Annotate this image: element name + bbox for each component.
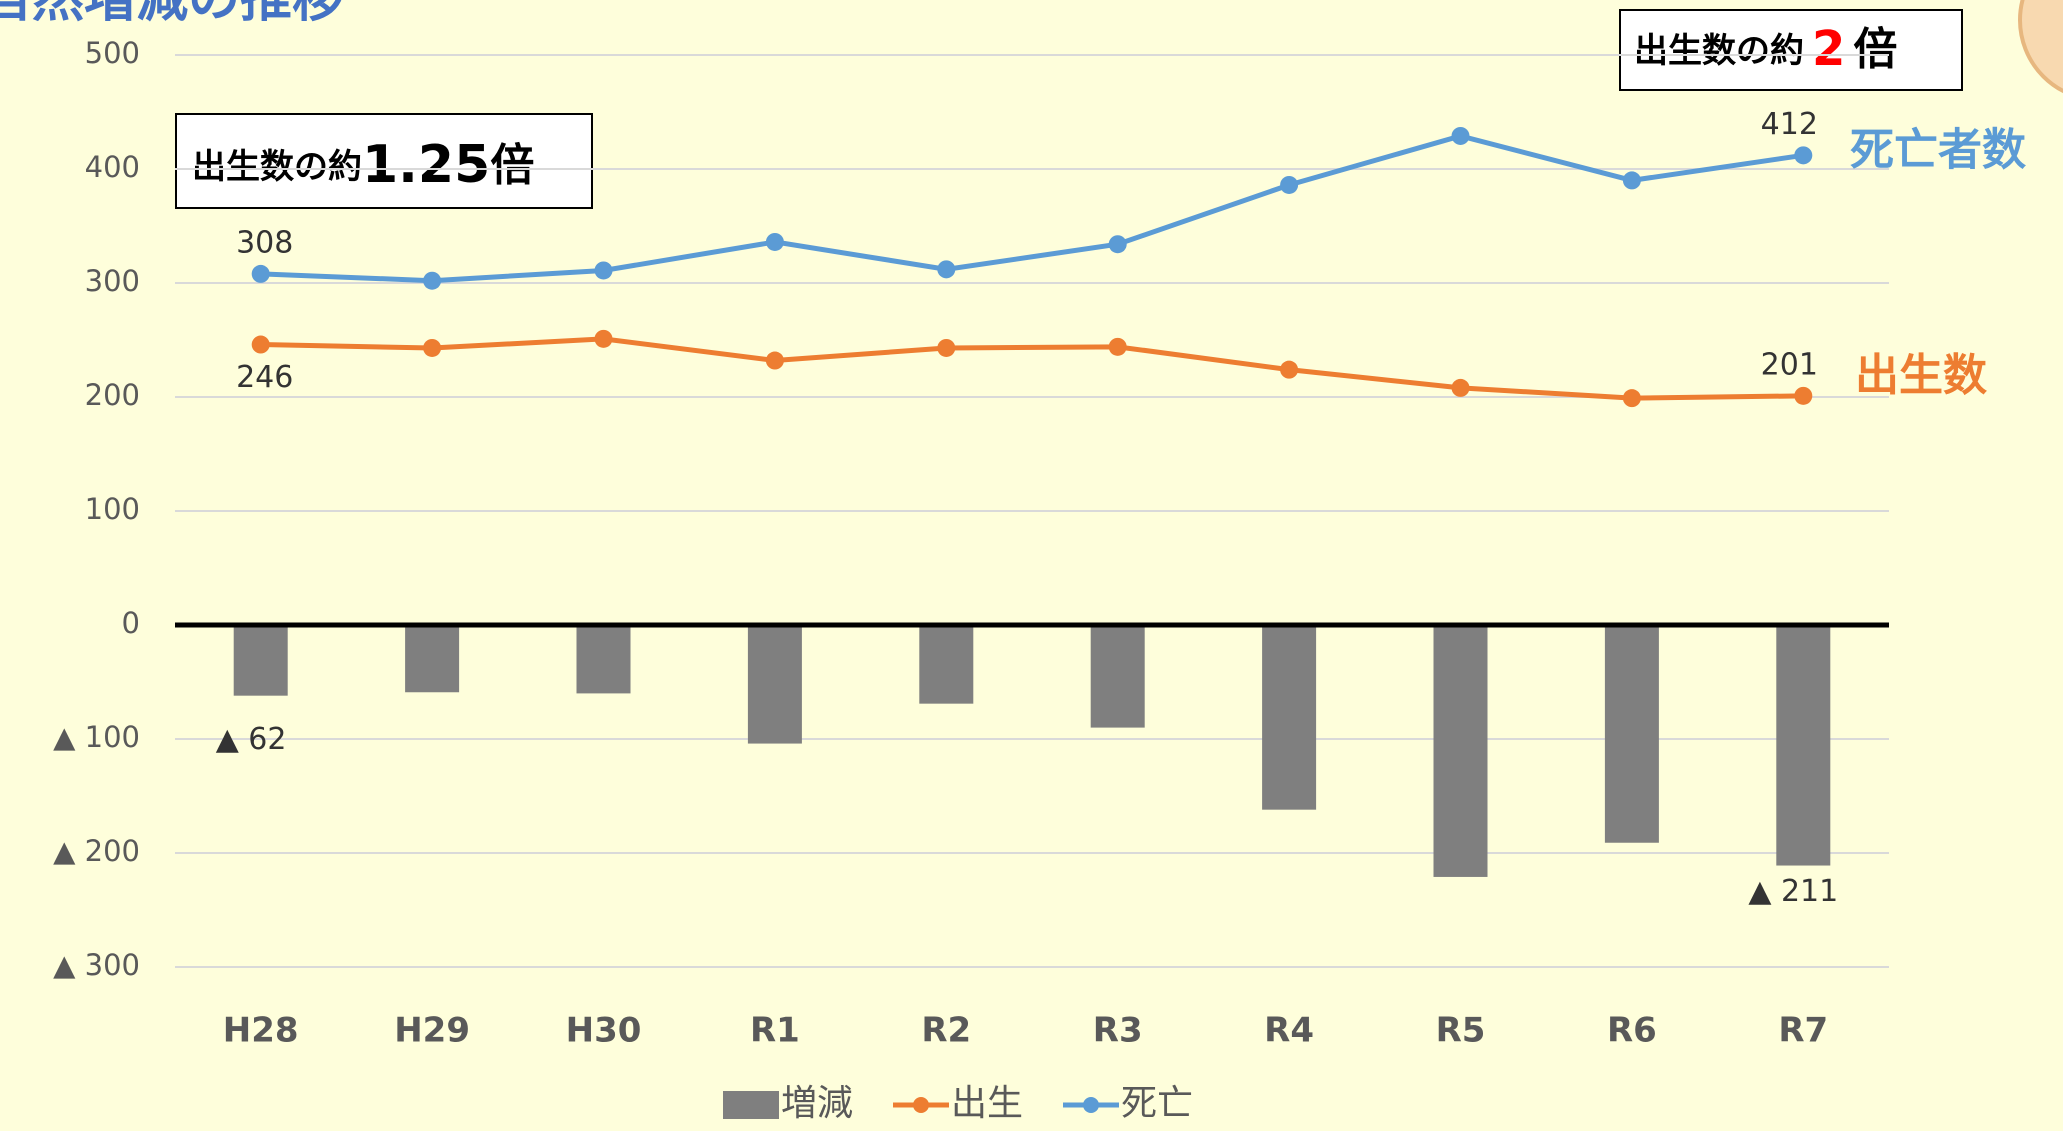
x-tick-label: R4 bbox=[1264, 1011, 1314, 1051]
point bbox=[594, 329, 613, 348]
bar bbox=[1262, 625, 1317, 810]
point bbox=[1794, 146, 1813, 165]
point bbox=[1108, 337, 1127, 356]
bar bbox=[405, 625, 460, 693]
series-end-label: 死亡者数 bbox=[1850, 124, 2026, 175]
y-tick-label: 100 bbox=[85, 492, 140, 526]
point bbox=[1280, 175, 1299, 194]
data-label: 412 bbox=[1761, 107, 1818, 142]
point bbox=[765, 232, 784, 251]
x-tick-label: R2 bbox=[921, 1011, 971, 1051]
x-tick-label: H28 bbox=[223, 1011, 299, 1051]
annotation-box: 出生数の約1.25倍 bbox=[175, 113, 593, 209]
x-tick-label: R3 bbox=[1093, 1011, 1143, 1051]
x-tick-label: R5 bbox=[1436, 1011, 1486, 1051]
point bbox=[1622, 171, 1641, 190]
annotation-frame bbox=[175, 113, 593, 209]
annotation-frame bbox=[1619, 9, 1963, 91]
annotation-text: 出生数の約 bbox=[1634, 31, 1804, 71]
point bbox=[423, 338, 442, 357]
y-tick-label: 400 bbox=[85, 150, 140, 184]
y-tick-label: 500 bbox=[85, 36, 140, 70]
bar bbox=[919, 625, 974, 704]
x-tick-label: H30 bbox=[566, 1011, 642, 1051]
point bbox=[251, 335, 270, 354]
chart-title: 自然増減の推移 bbox=[0, 0, 344, 29]
decoration bbox=[2018, 0, 2063, 94]
point bbox=[1451, 126, 1470, 145]
legend-label: 出生 bbox=[951, 1083, 1023, 1124]
bar bbox=[1433, 625, 1488, 877]
point bbox=[251, 264, 270, 283]
data-label: 246 bbox=[236, 360, 293, 395]
annotation-text: 1.25 bbox=[362, 135, 490, 195]
data-label: ▲ 62 bbox=[216, 722, 287, 757]
point bbox=[423, 271, 442, 290]
y-tick-label: 300 bbox=[85, 264, 140, 298]
x-tick-label: R6 bbox=[1607, 1011, 1657, 1051]
data-label: 308 bbox=[236, 225, 293, 260]
point bbox=[594, 261, 613, 280]
y-tick-label: 0 bbox=[122, 606, 140, 640]
bar bbox=[1776, 625, 1831, 866]
annotation-text: 出生数の約 bbox=[192, 147, 362, 187]
point bbox=[1794, 386, 1813, 405]
bar bbox=[233, 625, 288, 696]
series-end-label: 出生数 bbox=[1855, 350, 1987, 401]
annotation-text: 倍 bbox=[490, 140, 534, 191]
y-tick-label: ▲ 300 bbox=[53, 948, 140, 982]
data-label: ▲ 211 bbox=[1748, 874, 1838, 909]
series-line bbox=[260, 133, 1804, 284]
bar bbox=[576, 625, 631, 694]
y-tick-label: ▲ 200 bbox=[53, 834, 140, 868]
bar bbox=[747, 625, 802, 744]
point bbox=[937, 260, 956, 279]
x-tick-label: H29 bbox=[394, 1011, 470, 1051]
legend-swatch bbox=[1083, 1097, 1099, 1113]
point bbox=[1280, 360, 1299, 379]
annotation: 出生数の約 2 倍 bbox=[1634, 21, 1897, 77]
point bbox=[765, 351, 784, 370]
bar bbox=[1090, 625, 1145, 728]
annotation-text: 倍 bbox=[1853, 24, 1897, 75]
annotation-text: 2 bbox=[1812, 21, 1845, 77]
annotation: 出生数の約1.25倍 bbox=[192, 135, 534, 195]
point bbox=[1622, 389, 1641, 408]
legend-label: 死亡 bbox=[1121, 1083, 1193, 1124]
point bbox=[1108, 235, 1127, 254]
legend-swatch bbox=[913, 1097, 929, 1113]
legend-item: 増減 bbox=[723, 1083, 853, 1124]
x-tick-label: R1 bbox=[750, 1011, 800, 1051]
point bbox=[937, 338, 956, 357]
bar bbox=[1604, 625, 1659, 843]
legend-item: 死亡 bbox=[1063, 1083, 1193, 1124]
series-line bbox=[260, 336, 1804, 401]
x-tick-label: R7 bbox=[1778, 1011, 1828, 1051]
legend-swatch bbox=[723, 1091, 779, 1119]
legend-item: 出生 bbox=[893, 1083, 1023, 1124]
point bbox=[1451, 378, 1470, 397]
annotation-box: 出生数の約 2 倍 bbox=[1619, 9, 1963, 91]
data-label: 201 bbox=[1761, 347, 1818, 382]
y-tick-label: 200 bbox=[85, 378, 140, 412]
y-tick-label: ▲ 100 bbox=[53, 720, 140, 754]
legend-label: 増減 bbox=[781, 1083, 853, 1124]
